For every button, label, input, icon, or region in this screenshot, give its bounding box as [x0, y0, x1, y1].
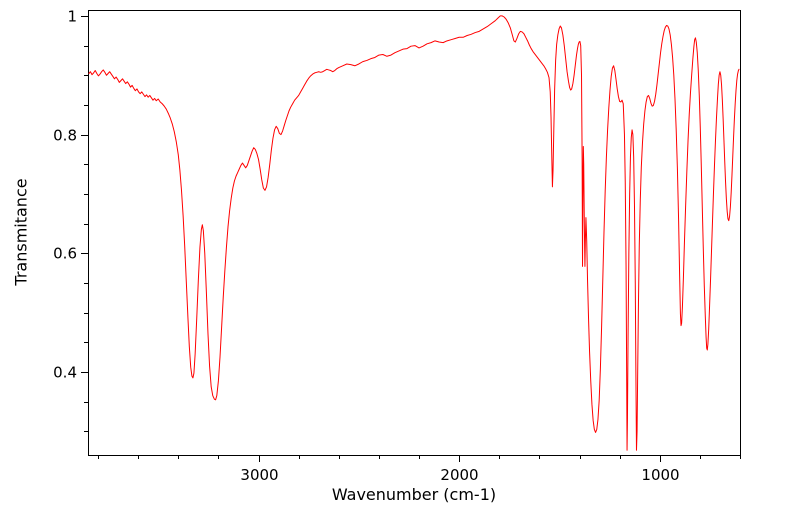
y-tick-label: 1: [67, 8, 77, 26]
x-axis-title: Wavenumber (cm-1): [331, 485, 497, 504]
spectrum-line: [88, 15, 740, 451]
y-axis-title: Transmitance: [11, 178, 31, 286]
x-tick-label: 2000: [440, 466, 478, 484]
plot-border: [88, 10, 741, 456]
y-tick-label: 0.4: [53, 364, 77, 382]
x-tick-label: 3000: [240, 466, 278, 484]
y-tick-label: 0.8: [53, 127, 77, 145]
y-tick-label: 0.6: [53, 245, 77, 263]
x-tick-label: 1000: [641, 466, 679, 484]
